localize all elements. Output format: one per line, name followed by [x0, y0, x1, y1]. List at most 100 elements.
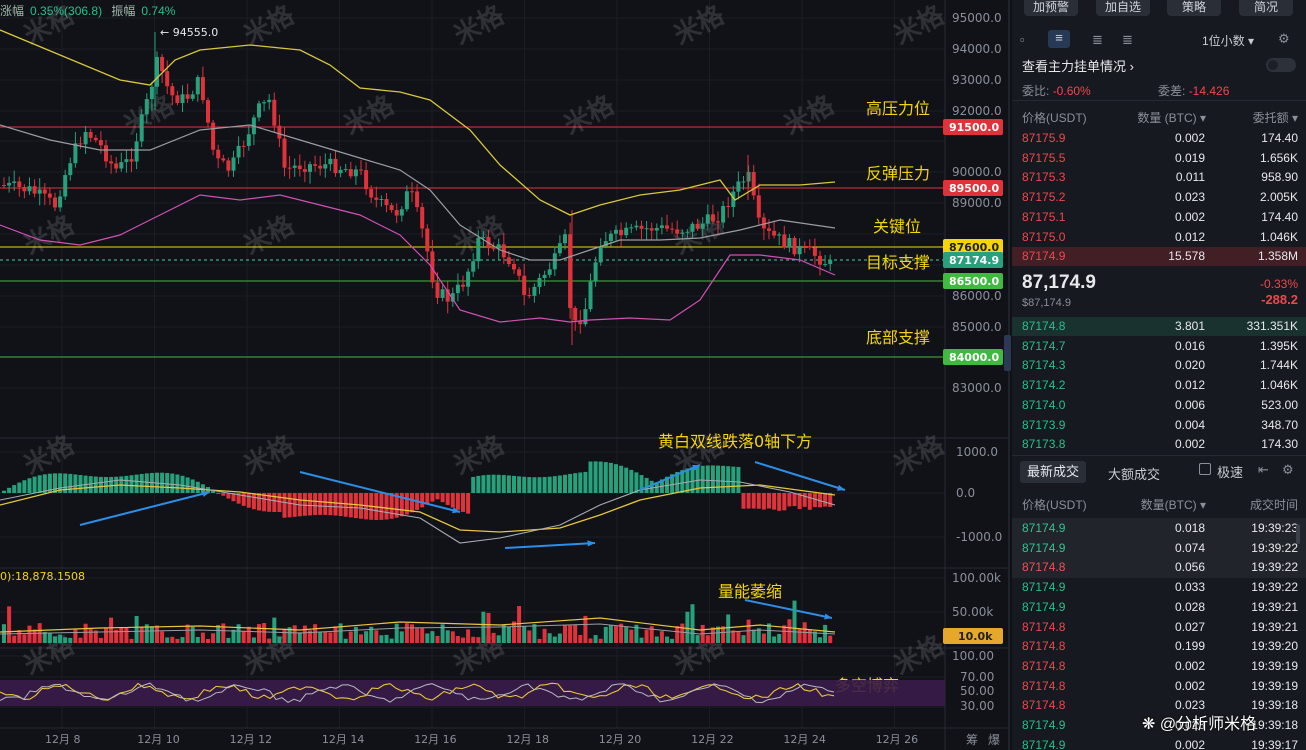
candle-body: [435, 282, 440, 298]
candle-body: [180, 94, 185, 104]
volume-bar: [277, 636, 282, 643]
volume-ma-line: [0, 617, 836, 633]
candle-body: [761, 217, 766, 229]
bid-row[interactable]: 87173.8 0.002 174.30: [1022, 437, 1298, 452]
candle-body: [282, 138, 287, 168]
tab-latest-trades[interactable]: 最新成交: [1020, 461, 1086, 483]
candle-body: [129, 159, 134, 162]
macd-axis-label: -1000.0: [956, 530, 1002, 544]
trade-row[interactable]: 87174.8 0.199 19:39:20: [1022, 639, 1298, 654]
volume-bar: [491, 632, 496, 643]
bid-row[interactable]: 87174.3 0.020 1.744K: [1022, 358, 1298, 373]
trade-row[interactable]: 87174.8 0.023 19:39:18: [1022, 698, 1298, 713]
bid-row[interactable]: 87174.2 0.012 1.046K: [1022, 378, 1298, 393]
layout-asks-icon[interactable]: ≣: [1122, 32, 1133, 47]
bid-row[interactable]: 87173.9 0.004 348.70: [1022, 417, 1298, 432]
main-orders-toggle[interactable]: [1266, 58, 1296, 72]
trade-row[interactable]: 87174.8 0.002 19:39:19: [1022, 678, 1298, 693]
bid-row[interactable]: 87174.0 0.006 523.00: [1022, 397, 1298, 412]
macd-bar: [695, 466, 700, 493]
macd-bar: [302, 493, 307, 516]
bid-row[interactable]: 87174.8 3.801 331.351K: [1012, 317, 1306, 336]
trade-row[interactable]: 87174.8 0.002 19:39:19: [1022, 658, 1298, 673]
trade-row[interactable]: 87174.9 0.028 19:39:21: [1022, 599, 1298, 614]
volume-bar: [721, 626, 726, 643]
ask-row[interactable]: 87175.2 0.023 2.005K: [1022, 190, 1298, 205]
macd-bar: [501, 475, 506, 493]
fast-checkbox[interactable]: [1199, 463, 1211, 475]
ask-row[interactable]: 87175.9 0.002 174.40: [1022, 131, 1298, 145]
macd-bar: [578, 472, 583, 493]
candle-body: [731, 191, 736, 208]
tab-large-trades[interactable]: 大额成交: [1108, 467, 1161, 482]
trade-scrollbar[interactable]: [1296, 524, 1300, 544]
volume-bar: [435, 635, 440, 643]
candle-body: [160, 56, 165, 72]
ask-row[interactable]: 87175.3 0.011 958.90: [1022, 170, 1298, 185]
ask-row[interactable]: 87175.5 0.019 1.656K: [1022, 150, 1298, 165]
watermark: 米格: [449, 429, 510, 481]
candle-body: [318, 165, 323, 169]
macd-bar: [236, 493, 241, 504]
candle-body: [246, 134, 251, 146]
filter-icon[interactable]: ⇤: [1258, 462, 1269, 477]
candle-body: [353, 169, 358, 177]
trade-row[interactable]: 87174.9 0.074 19:39:22: [1022, 540, 1298, 555]
macd-bar: [461, 493, 465, 512]
trade-row[interactable]: 87174.9 0.023 19:39:18: [1022, 718, 1298, 732]
overview-button[interactable]: 简况: [1239, 0, 1293, 16]
precision-select[interactable]: 1位小数 ▾: [1202, 34, 1255, 48]
layout-list-icon[interactable]: ≡: [1048, 30, 1070, 48]
macd-bar: [716, 465, 720, 493]
candle-body: [777, 234, 782, 236]
kline-chart[interactable]: 95000.0 94000.0 93000.0 92000.0 90000.0 89000…: [0, 0, 1160, 750]
volume-bar: [155, 625, 159, 643]
volume-bar: [170, 636, 175, 643]
ask-row[interactable]: 87175.1 0.002 174.40: [1022, 209, 1298, 224]
volume-bar: [608, 624, 613, 643]
trade-row[interactable]: 87174.8 0.027 19:39:21: [1022, 619, 1298, 634]
candle-body: [639, 225, 644, 229]
add-favorite-button[interactable]: 加自选: [1096, 0, 1150, 16]
macd-bar: [532, 477, 537, 493]
volume-bars: [2, 600, 833, 643]
volume-bar: [557, 633, 562, 643]
layout-both-icon[interactable]: ▫: [1020, 32, 1025, 47]
ask-row[interactable]: 87175.0 0.012 1.046K: [1022, 229, 1298, 244]
main-orders-link[interactable]: 查看主力挂单情况 ›: [1022, 59, 1134, 74]
price-tag: [943, 273, 1003, 289]
candlestick-series: [2, 32, 833, 345]
add-alert-button[interactable]: 加预警: [1024, 0, 1078, 16]
trade-row[interactable]: 87174.9 0.033 19:39:22: [1022, 580, 1298, 595]
settings-icon[interactable]: ⚙: [1278, 31, 1290, 46]
trade-settings-icon[interactable]: ⚙: [1282, 462, 1294, 477]
chart-annotation: 高压力位: [866, 99, 930, 118]
macd-bar: [160, 472, 165, 493]
ask-row[interactable]: 87174.9 15.578 1.358M: [1012, 247, 1306, 267]
candle-body: [226, 160, 231, 171]
volume-bar: [47, 633, 52, 643]
volume-bar: [68, 637, 73, 643]
trade-row[interactable]: 87174.9 0.002 19:39:17: [1022, 737, 1298, 750]
panel-divider[interactable]: [1008, 0, 1010, 750]
candle-body: [787, 237, 792, 248]
strategy-button[interactable]: 策略: [1167, 0, 1221, 16]
bid-row[interactable]: 87174.7 0.016 1.395K: [1022, 338, 1298, 353]
watermark: 米格: [889, 429, 950, 481]
trade-row[interactable]: 87174.8 0.056 19:39:22: [1022, 560, 1298, 575]
chart-canvas[interactable]: 95000.0 94000.0 93000.0 92000.0 90000.0 89000…: [0, 0, 1160, 750]
layout-bids-icon[interactable]: ≣: [1092, 32, 1103, 47]
collapse-handle[interactable]: [1004, 335, 1011, 371]
volume-bar: [659, 631, 664, 643]
date-axis-label: 12月 16: [414, 733, 457, 746]
volume-bar: [93, 630, 98, 643]
volume-bar: [476, 637, 481, 643]
price-axis-label: 89000.0: [952, 196, 1002, 210]
candle-body: [782, 234, 787, 248]
trade-row[interactable]: 87174.9 0.018 19:39:23: [1022, 521, 1298, 535]
macd-bar: [313, 493, 318, 516]
volume-bar: [512, 621, 516, 643]
macd-bar: [772, 493, 777, 510]
volume-bar: [614, 626, 618, 643]
macd-bar: [751, 493, 756, 509]
